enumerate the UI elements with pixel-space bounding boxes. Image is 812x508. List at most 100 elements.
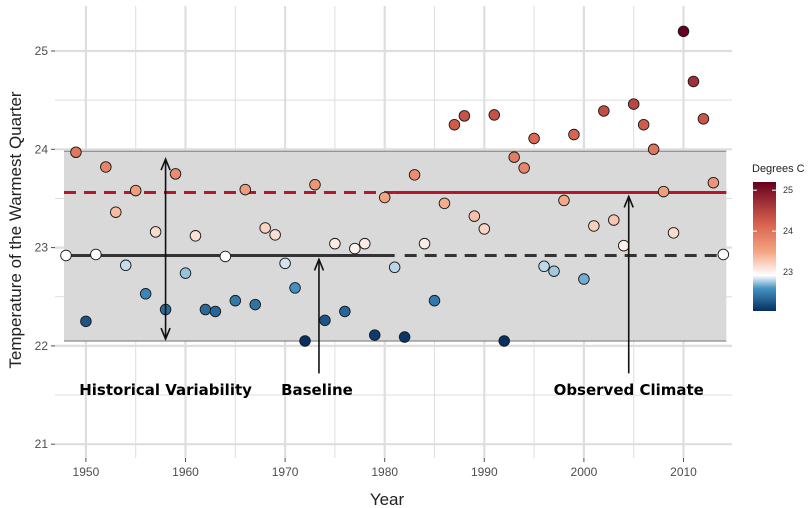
data-point [588,220,600,232]
data-point [319,314,331,327]
data-point [149,226,162,238]
data-point [179,267,192,279]
data-point [608,214,620,226]
data-point [139,288,152,300]
x-tick-label: 1970 [272,465,299,479]
data-point [518,162,530,174]
data-point [339,305,351,318]
x-axis-title: Year [370,490,405,508]
annotations: Historical Variability Baseline Observed C… [79,381,704,399]
data-point [697,113,710,125]
x-tick-label: 1980 [371,465,398,479]
legend-tick-label: 25 [783,185,793,195]
data-point [169,168,182,180]
x-tick-label: 1990 [471,465,498,479]
data-point [349,242,361,255]
y-axis-ticks: 21 22 23 24 25 [35,44,55,451]
data-point [528,132,540,145]
data-point [269,229,281,241]
data-point [398,331,411,343]
x-tick-label: 1950 [73,465,100,479]
data-point [249,298,261,311]
legend-title: Degrees C [752,163,805,175]
data-point [329,237,341,250]
data-point [209,305,222,318]
historical-variability-band [63,151,727,341]
data-points [60,25,730,347]
y-tick-label: 24 [35,142,49,156]
legend-colorbar [753,182,776,311]
data-point [647,143,660,156]
data-point [488,109,501,121]
data-point [478,223,491,235]
data-point [129,184,142,197]
annotation-label: Observed Climate [554,381,704,399]
x-tick-label: 2000 [571,465,598,479]
data-point [598,105,610,117]
data-point [568,128,580,141]
data-point [289,282,301,294]
x-axis-ticks: 1950 1960 1970 1980 1990 2000 2010 [73,458,697,479]
data-point [189,230,202,242]
variability-arrow-head-down [160,327,171,342]
data-point [687,75,700,88]
data-point [627,98,640,110]
data-point [279,257,291,270]
data-point [199,303,212,316]
data-point [657,185,670,198]
data-point [677,25,690,38]
y-tick-label: 22 [35,339,49,353]
data-point [498,335,510,347]
data-point [219,250,232,263]
data-point [508,151,520,163]
data-point [667,227,680,239]
color-legend: Degrees C 23 24 25 [752,163,805,311]
data-point [548,265,560,277]
data-point [239,183,252,196]
data-point [378,191,391,204]
data-point [100,161,112,173]
y-tick-label: 21 [35,437,49,451]
x-tick-label: 2010 [670,465,697,479]
data-point [368,329,381,341]
y-axis-title: Temperature of the Warmest Quarter [6,91,25,368]
data-point [438,197,451,210]
annotation-label: Historical Variability [79,381,252,399]
data-point [617,239,630,252]
data-point [388,261,401,274]
data-point [70,146,82,158]
y-tick-label: 23 [35,241,49,255]
legend-tick-label: 23 [783,267,793,277]
legend-tick-label: 24 [783,226,793,236]
data-point [90,248,102,261]
x-tick-label: 1960 [172,465,199,479]
data-point [418,237,431,250]
data-point [558,194,570,207]
baseline-arrow-head [313,257,325,271]
data-point [707,176,720,189]
data-point [229,294,242,307]
data-point [299,335,311,347]
data-point [717,248,730,261]
variability-arrow-head-up [160,157,171,171]
observed-arrow-head [623,194,634,208]
legend-ticks: 23 24 25 [753,185,793,277]
annotation-label: Baseline [281,381,353,399]
data-point [538,260,550,273]
annotation-arrows [160,157,634,374]
y-tick-label: 25 [35,44,49,58]
data-point [428,294,441,307]
data-point [110,206,122,218]
data-point [80,315,92,328]
data-point [60,249,72,262]
data-point [309,178,321,191]
data-point [468,210,481,222]
data-point [408,169,421,181]
data-point [259,222,271,234]
data-point [119,259,132,272]
data-point [458,110,471,122]
data-point [578,273,590,285]
data-point [359,237,371,250]
data-point [448,118,461,131]
